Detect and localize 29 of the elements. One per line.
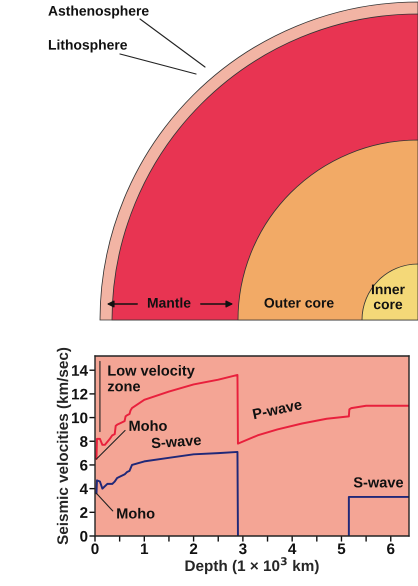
text: Mantle	[148, 298, 191, 308]
series-label: S-wave	[151, 434, 202, 448]
x-tick-label: 3	[238, 543, 247, 554]
x-tick-label: 6	[387, 543, 394, 554]
annotation: Moho	[117, 508, 154, 519]
x-axis-title: Depth (1 × 10$^{3}$ km)	[185, 557, 319, 574]
y-tick-label: 8	[80, 436, 88, 447]
x-tick-label: 5	[338, 544, 346, 554]
text: Asthenosphere	[48, 6, 149, 18]
y-tick-label: 12	[72, 388, 88, 400]
x-tick-label: 2	[190, 543, 198, 554]
y-tick-label: 10	[72, 412, 88, 424]
y-tick-label: 6	[80, 460, 88, 471]
y-tick-label: 2	[80, 507, 88, 518]
text: Outer core	[264, 298, 334, 308]
annotation: Low velocity zone	[108, 365, 195, 392]
text: Inner core	[372, 284, 405, 310]
x-tick-label: 1	[141, 544, 148, 554]
line-series	[96, 450, 239, 536]
text: P-wave	[252, 399, 302, 420]
y-tick-label: 14	[72, 365, 88, 376]
text: Lithosphere	[48, 40, 128, 52]
y-tick-label: 0	[80, 530, 88, 542]
x-tick-label: 4	[288, 544, 296, 554]
annotation: Moho	[129, 420, 167, 431]
y-tick-label: 4	[80, 484, 88, 494]
y-axis-title: Seismic velocities (km/sec)	[56, 348, 72, 544]
x-tick-label: 0	[91, 543, 99, 554]
series-label: S-wave	[354, 477, 404, 488]
